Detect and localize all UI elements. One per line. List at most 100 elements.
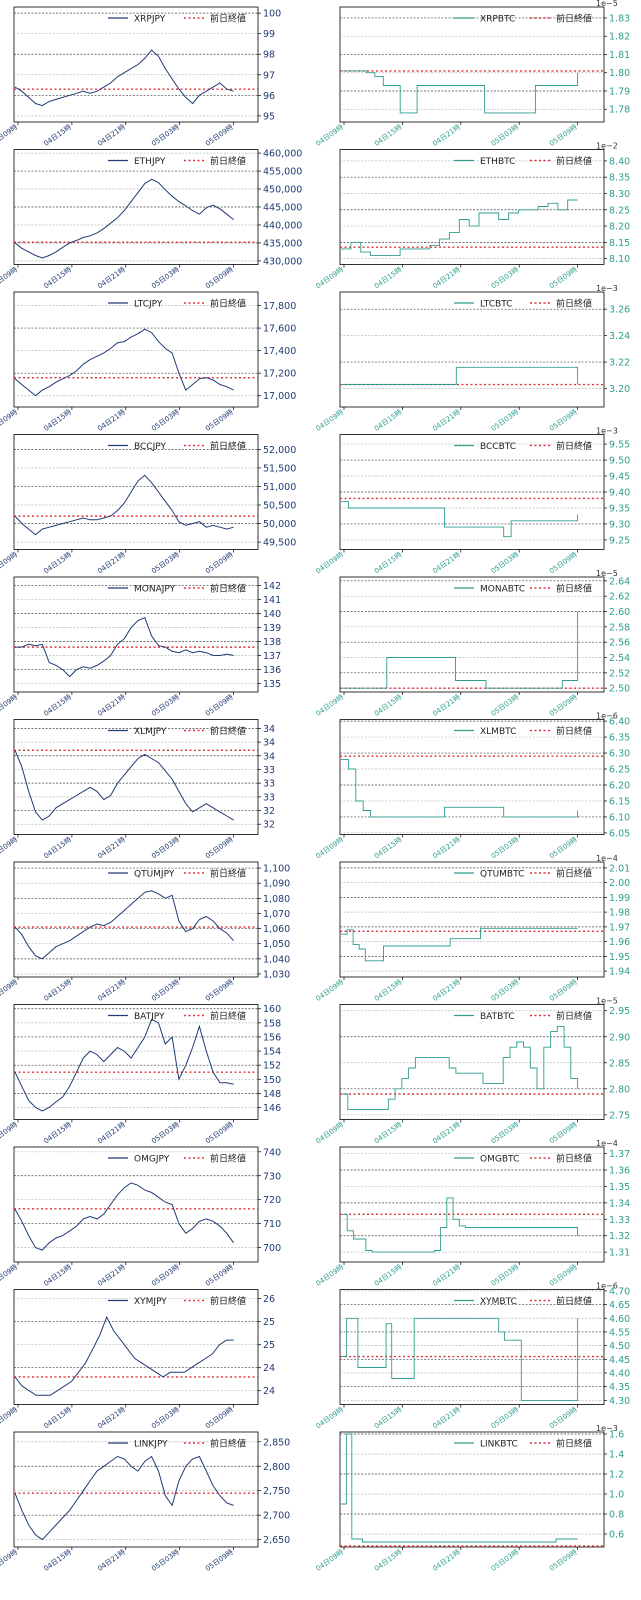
xlmjpy-legend-prev-close-label: 前日終値 (210, 725, 246, 737)
ltcjpy-xtick-label: 04日09時 (0, 408, 19, 433)
xymbtc-exponent-label: 1e−6 (596, 1282, 618, 1291)
xymbtc-xtick-label: 05日03時 (490, 1406, 521, 1431)
linkjpy-xtick-label: 04日15時 (42, 1548, 73, 1573)
xrpjpy-ytick-label: 98 (263, 50, 275, 61)
xymjpy-ytick-label: 24 (263, 1386, 275, 1397)
bccjpy-xtick-label: 04日09時 (0, 551, 19, 576)
xlmbtc-frame (339, 719, 605, 835)
qtumjpy-chart: 1,030 1,040 1,050 1,060 1,070 1,080 1,090 1,100… (0, 861, 290, 1003)
xlmbtc-ytick-label: 6.10 (609, 812, 630, 823)
bccbtc-ytick-label: 9.40 (609, 488, 630, 499)
xymbtc-legend-prev-close-label: 前日終値 (556, 1295, 592, 1307)
monabtc-ytick-label: 2.54 (609, 653, 630, 664)
batjpy-xtick-label: 04日09時 (0, 1121, 19, 1146)
monabtc-ytick-label: 2.62 (609, 592, 630, 603)
xrpjpy-ytick-label: 99 (263, 29, 275, 40)
linkjpy-xtick-label: 05日09時 (204, 1548, 235, 1573)
qtumbtc-xtick-label: 05日09時 (548, 978, 579, 1003)
ethjpy-xtick-label: 04日15時 (42, 266, 73, 291)
linkbtc-xtick-label: 04日09時 (314, 1548, 345, 1573)
xlmbtc-ytick-label: 6.30 (609, 749, 630, 760)
linkjpy-legend-label: LINKJPY (134, 1440, 168, 1450)
ethjpy-xtick-label: 05日09時 (204, 266, 235, 291)
qtumbtc-ytick-label: 2.01 (609, 863, 630, 874)
linkbtc-chart: 0.6 0.8 1.0 1.2 1.4 1.61e−3 04日09時 04日15時 04日21時… (314, 1424, 624, 1573)
ltcjpy-ytick-label: 17,200 (263, 369, 296, 380)
monabtc-xtick-label: 05日09時 (548, 693, 579, 718)
xrpbtc-xtick-label: 04日09時 (314, 123, 345, 148)
qtumbtc-ytick-label: 1.97 (609, 922, 630, 933)
batbtc-xtick-label: 04日15時 (373, 1121, 404, 1146)
linkbtc-ytick-label: 0.8 (609, 1510, 624, 1521)
xymbtc-legend: XYMBTC 前日終値 (454, 1295, 592, 1307)
xrpbtc-series-line (341, 70, 579, 114)
omgbtc-frame (339, 1146, 605, 1263)
bccjpy-frame (13, 434, 259, 550)
omgbtc-ytick-label: 1.36 (609, 1166, 630, 1177)
xrpjpy-xtick-label: 04日09時 (0, 123, 19, 148)
xrpbtc-ytick-label: 1.79 (609, 86, 630, 97)
omgbtc-legend-label: OMGBTC (480, 1155, 519, 1165)
xymbtc-ytick-label: 4.30 (609, 1396, 630, 1407)
batbtc-ytick-label: 2.95 (609, 1006, 630, 1017)
xlmjpy-ytick-label: 34 (263, 738, 275, 749)
omgbtc-xtick-label: 05日03時 (490, 1263, 521, 1288)
xlmbtc-xtick-label: 04日21時 (431, 836, 462, 861)
xymjpy-xtick-label: 04日09時 (0, 1406, 19, 1431)
qtumjpy-legend-prev-close-label: 前日終値 (210, 868, 246, 880)
ltcbtc-legend-label: LTCBTC (480, 300, 512, 310)
bccjpy-xtick-label: 04日15時 (42, 551, 73, 576)
batbtc-xtick-label: 05日09時 (548, 1121, 579, 1146)
ethbtc-chart: 8.10 8.15 8.20 8.25 8.30 8.35 8.40 1e−2 04日09時 04… (314, 142, 630, 291)
xymjpy-chart: 24 24 25 25 26 04日09時 04日15時 04日21時 05日03時 05日09時… (0, 1289, 275, 1431)
xrpjpy-xtick-label: 04日15時 (42, 123, 73, 148)
batjpy-xtick-label: 04日21時 (96, 1121, 127, 1146)
xlmjpy-series-line (14, 750, 234, 821)
ethbtc-exponent-label: 1e−2 (596, 142, 618, 151)
ethjpy-ytick-label: 450,000 (263, 185, 302, 196)
ethjpy-legend-prev-close-label: 前日終値 (210, 155, 246, 167)
qtumbtc-frame (339, 861, 605, 978)
omgjpy-chart: 700 710 720 730 740 04日09時 04日15時 04日21時 05日03時 0… (0, 1146, 281, 1288)
ethbtc-ytick-label: 8.35 (609, 173, 630, 184)
monajpy-ytick-label: 135 (263, 679, 281, 690)
xrpjpy-ytick-label: 95 (263, 111, 275, 122)
xymjpy-xtick-label: 04日15時 (42, 1406, 73, 1431)
ethbtc-ytick-label: 8.30 (609, 189, 630, 200)
ethbtc-xtick-label: 04日15時 (373, 266, 404, 291)
omgjpy-xtick-label: 04日15時 (42, 1263, 73, 1288)
omgbtc-legend-prev-close-label: 前日終値 (556, 1153, 592, 1165)
batjpy-legend-label: BATJPY (134, 1012, 165, 1022)
monabtc-ytick-label: 2.52 (609, 668, 630, 679)
omgjpy-series-line (14, 1182, 235, 1251)
ltcbtc-series-line (341, 366, 579, 385)
xymjpy-legend: XYMJPY 前日終値 (108, 1295, 246, 1307)
batjpy-ytick-label: 150 (263, 1075, 281, 1086)
bccbtc-ytick-label: 9.55 (609, 440, 630, 451)
xrpbtc-legend-label: XRPBTC (480, 15, 515, 25)
monajpy-ytick-label: 142 (263, 581, 281, 592)
xrpjpy-ytick-label: 100 (263, 9, 281, 20)
xrpbtc-exponent-label: 1e−5 (596, 0, 618, 8)
ltcjpy-ytick-label: 17,600 (263, 324, 296, 335)
linkbtc-ytick-label: 0.6 (609, 1530, 624, 1541)
ethbtc-ytick-label: 8.20 (609, 222, 630, 233)
qtumjpy-xtick-label: 05日09時 (204, 978, 235, 1003)
monajpy-series-line (15, 617, 234, 678)
omgbtc-ytick-label: 1.33 (609, 1215, 630, 1226)
qtumjpy-ytick-label: 1,090 (263, 879, 290, 890)
monajpy-chart: 135 136 137 138 139 140 141 142 04日09時 04日15時 04日2… (0, 576, 281, 718)
xlmjpy-ytick-label: 33 (263, 779, 275, 790)
linkbtc-ytick-label: 1.4 (609, 1450, 624, 1461)
linkbtc-xtick-label: 05日09時 (548, 1548, 579, 1573)
ethbtc-xtick-label: 04日09時 (314, 266, 345, 291)
ltcjpy-ytick-label: 17,400 (263, 346, 296, 357)
linkjpy-legend-prev-close-label: 前日終値 (210, 1438, 246, 1450)
monabtc-legend-label: MONABTC (480, 585, 525, 595)
xymbtc-ytick-label: 4.65 (609, 1300, 630, 1311)
ltcjpy-legend-label: LTCJPY (134, 300, 163, 310)
bccjpy-xtick-label: 04日21時 (96, 551, 127, 576)
xymbtc-ytick-label: 4.40 (609, 1369, 630, 1380)
